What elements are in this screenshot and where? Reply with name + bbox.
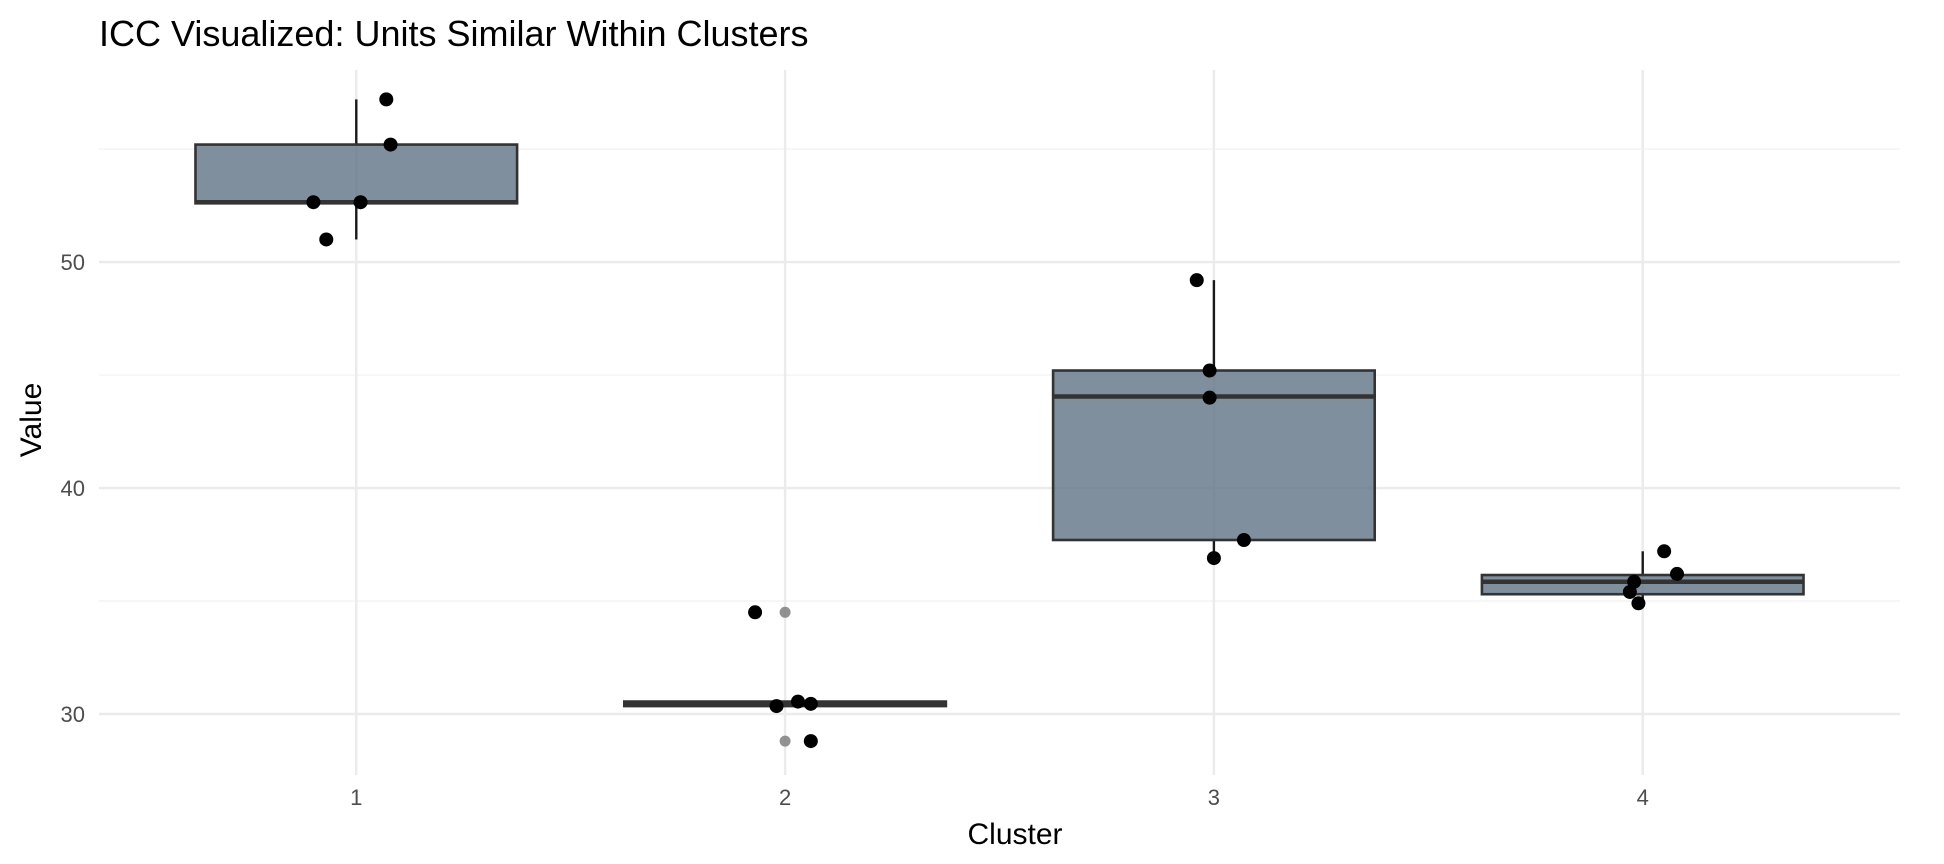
tick-labels: 30 40 50 1 2 3 4 [61,250,1649,810]
data-point [1622,584,1637,599]
data-point [306,195,321,210]
data-point [1202,390,1217,405]
box-cluster-4 [1480,551,1805,604]
data-point [1657,544,1672,559]
box-cluster-2 [622,606,948,747]
x-tick-label: 3 [1208,785,1220,810]
y-tick-label: 30 [61,702,85,727]
y-tick-label: 40 [61,476,85,501]
data-point [769,699,784,714]
y-tick-label: 50 [61,250,85,275]
x-tick-label: 4 [1637,785,1649,810]
chart-title: ICC Visualized: Units Similar Within Clu… [99,13,809,54]
data-point [383,137,398,152]
data-point [1670,566,1685,581]
data-point [1206,551,1221,566]
y-axis-title: Value [15,383,48,458]
data-point [379,92,394,107]
data-point [748,605,763,620]
data-point [353,195,368,210]
x-axis-title: Cluster [967,818,1062,851]
box-iqr [194,143,519,205]
box-cluster-1 [194,99,519,240]
data-point [1202,363,1217,378]
data-point [1236,533,1251,547]
data-point [1631,596,1646,611]
data-point [319,232,334,247]
outlier-point [779,606,791,618]
data-point [803,696,818,711]
box-iqr [1480,573,1805,596]
data-point [790,694,805,709]
data-point [1189,273,1204,288]
x-tick-label: 1 [350,785,362,810]
x-tick-label: 2 [779,785,791,810]
outlier-point [779,735,791,747]
points [306,92,1685,749]
data-point [803,734,818,749]
